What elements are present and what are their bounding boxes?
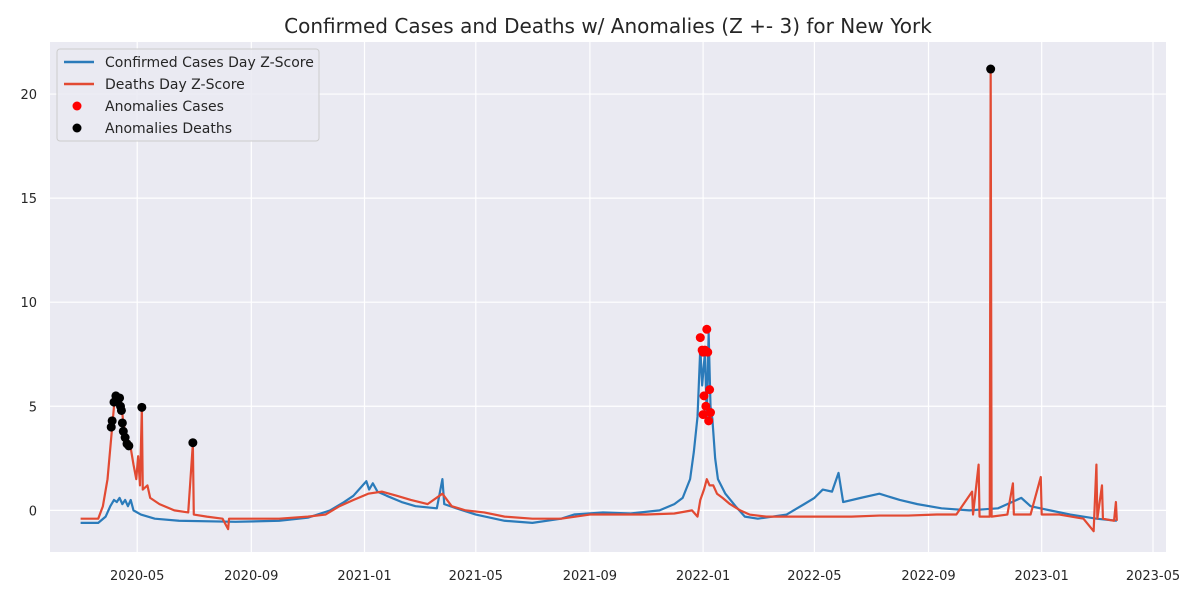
x-tick-label: 2021-09 [563, 569, 617, 584]
y-tick-label: 5 [29, 400, 37, 415]
deaths-day-z-score-line [80, 67, 1118, 533]
anomalies-cases-point [699, 391, 709, 401]
anomalies-deaths-point [116, 405, 126, 415]
x-tick-label: 2023-05 [1126, 569, 1180, 584]
anomalies-deaths-point [188, 438, 198, 448]
x-tick-label: 2022-01 [676, 569, 730, 584]
anomalies-cases-point [695, 333, 705, 343]
y-tick-label: 20 [20, 88, 37, 103]
x-tick-label: 2020-05 [110, 569, 164, 584]
anomalies-deaths-point [115, 393, 125, 403]
y-tick-label: 10 [20, 296, 37, 311]
anomalies-cases-legend-swatch [72, 101, 82, 111]
anomalies-cases-point [698, 410, 708, 420]
anomalies-cases-legend-label: Anomalies Cases [105, 99, 224, 115]
anomaly-markers [106, 64, 996, 451]
anomalies-deaths-point [124, 441, 134, 451]
x-tick-label: 2023-01 [1015, 569, 1069, 584]
anomalies-cases-point [701, 401, 711, 411]
anomalies-cases-point [704, 416, 714, 426]
anomalies-cases-point [706, 408, 716, 418]
x-tick-label: 2022-09 [901, 569, 955, 584]
x-tick-label: 2020-09 [224, 569, 278, 584]
anomalies-cases-point [703, 347, 713, 357]
confirmed-cases-day-z-score-legend-label: Confirmed Cases Day Z-Score [105, 55, 314, 71]
anomalies-deaths-point [986, 64, 996, 74]
x-tick-label: 2021-01 [337, 569, 391, 584]
chart-title: Confirmed Cases and Deaths w/ Anomalies … [284, 14, 932, 38]
x-tick-label: 2022-05 [787, 569, 841, 584]
anomalies-deaths-point [107, 416, 117, 426]
legend: Confirmed Cases Day Z-Score Deaths Day Z-… [56, 48, 320, 142]
y-tick-label: 15 [20, 192, 37, 207]
anomalies-cases-point [702, 324, 712, 334]
anomalies-cases-point [705, 385, 715, 395]
legend-box [56, 48, 320, 142]
anomalies-deaths-legend-swatch [72, 123, 82, 133]
series-layer [80, 67, 1118, 533]
anomalies-deaths-point [137, 402, 147, 412]
anomalies-deaths-point [117, 418, 127, 428]
y-tick-label: 0 [29, 504, 37, 519]
deaths-day-z-score-legend-label: Deaths Day Z-Score [105, 77, 245, 93]
x-tick-label: 2021-05 [449, 569, 503, 584]
anomalies-deaths-legend-label: Anomalies Deaths [105, 121, 232, 137]
tick-labels: 0 5 10 15 20 2020-05 2020-09 2021-01 2021-05 2021… [20, 88, 1180, 584]
